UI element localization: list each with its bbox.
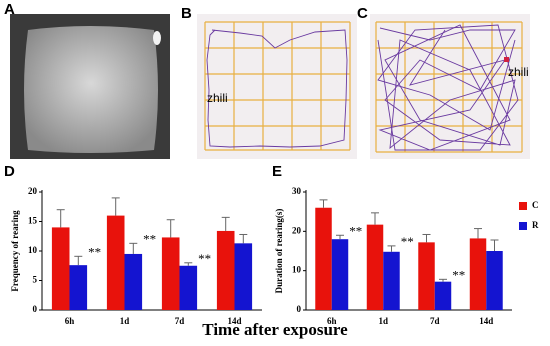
trajectory xyxy=(378,24,516,151)
track-label: zhili xyxy=(207,91,228,105)
significance: ** xyxy=(88,244,101,259)
panel-letter: B xyxy=(181,5,192,22)
track-label: zhili xyxy=(508,65,529,79)
significance: ** xyxy=(143,231,156,246)
bar xyxy=(366,224,384,310)
significance: ** xyxy=(349,223,362,238)
x-tick-label: 14d xyxy=(227,316,241,326)
significance: ** xyxy=(401,234,414,249)
arena-grid xyxy=(204,21,351,151)
x-axis-label: Time after exposure xyxy=(202,320,348,339)
x-tick-label: 7d xyxy=(430,316,440,326)
trajectory xyxy=(377,24,519,151)
x-tick-label: 7d xyxy=(175,316,185,326)
bar xyxy=(315,207,332,310)
bar xyxy=(51,227,70,310)
legend-label: R xyxy=(532,220,539,230)
bar xyxy=(124,253,143,310)
bar xyxy=(469,238,487,310)
rat xyxy=(153,31,161,45)
y-tick-label: 0 xyxy=(297,304,302,314)
y-axis-label: Duration of rearing(s) xyxy=(274,209,284,294)
x-tick-label: 6h xyxy=(327,316,337,326)
bar xyxy=(331,239,349,310)
panel-letter: A xyxy=(4,1,15,18)
track-bg xyxy=(197,14,357,159)
bar xyxy=(434,281,452,310)
trajectory xyxy=(206,29,348,148)
legend-swatch xyxy=(519,222,527,230)
y-tick-label: 10 xyxy=(292,265,302,275)
y-tick-label: 30 xyxy=(292,186,302,196)
x-tick-label: 6h xyxy=(65,316,75,326)
bar xyxy=(383,251,400,310)
arena xyxy=(24,26,158,153)
marker xyxy=(504,57,509,62)
bar xyxy=(418,242,435,310)
bar xyxy=(486,251,503,310)
y-tick-label: 15 xyxy=(28,216,38,226)
y-tick-label: 20 xyxy=(28,186,38,196)
bar xyxy=(179,265,198,310)
x-tick-label: 1d xyxy=(120,316,130,326)
y-tick-label: 10 xyxy=(28,245,38,255)
y-axis-label: Frequency of rearing xyxy=(10,210,20,292)
bar xyxy=(69,265,88,310)
panel-letter: E xyxy=(272,163,282,180)
y-tick-label: 0 xyxy=(33,304,38,314)
legend-label: C xyxy=(532,200,539,210)
bar xyxy=(106,215,125,310)
bar xyxy=(234,243,253,310)
x-tick-label: 1d xyxy=(378,316,388,326)
legend-swatch xyxy=(519,202,527,210)
y-tick-label: 5 xyxy=(33,275,38,285)
significance: ** xyxy=(198,251,211,266)
bar xyxy=(216,230,235,310)
y-tick-label: 20 xyxy=(292,225,302,235)
panel-letter: C xyxy=(357,5,368,22)
bar xyxy=(161,237,180,310)
panel-letter: D xyxy=(4,163,15,180)
x-tick-label: 14d xyxy=(479,316,493,326)
significance: ** xyxy=(452,267,465,282)
